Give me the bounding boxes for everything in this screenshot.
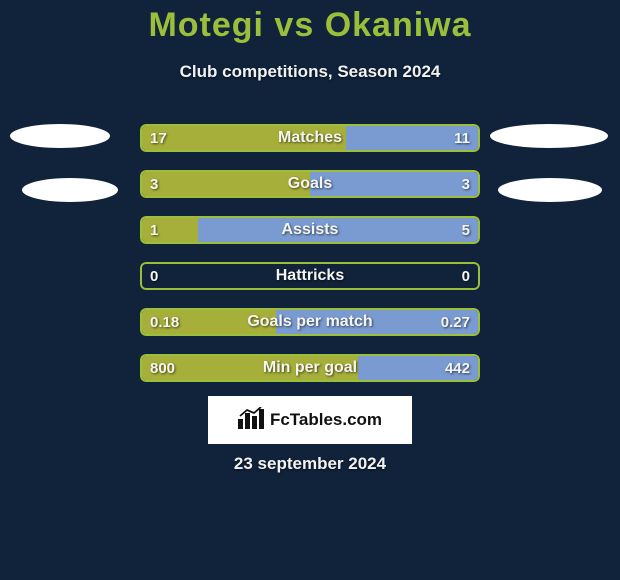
stat-row: Min per goal800442 (140, 354, 480, 382)
stat-row: Matches1711 (140, 124, 480, 152)
stat-row: Goals per match0.180.27 (140, 308, 480, 336)
stat-fill-left (142, 126, 346, 150)
fctables-icon (238, 407, 264, 434)
stat-fill-right (310, 172, 478, 196)
stat-fill-left (142, 172, 310, 196)
stat-fill-right (198, 218, 478, 242)
stat-fill-left (142, 218, 198, 242)
stat-fill-right (346, 126, 478, 150)
page-title: Motegi vs Okaniwa (0, 6, 620, 45)
stat-fill-track (142, 172, 478, 196)
player-right-oval-2 (498, 178, 602, 202)
stat-fill-track (142, 310, 478, 334)
date-label: 23 september 2024 (0, 454, 620, 474)
stats-container: Matches1711 Goals33 Assists15 Hattricks00 Go… (140, 124, 480, 400)
player-right-oval-1 (490, 124, 608, 148)
fctables-label: FcTables.com (270, 410, 382, 430)
player-left-oval-1 (10, 124, 110, 148)
stat-fill-left (142, 310, 276, 334)
stat-row: Hattricks00 (140, 262, 480, 290)
stat-fill-right (276, 310, 478, 334)
stat-fill-left (142, 356, 358, 380)
stat-row: Goals33 (140, 170, 480, 198)
subtitle: Club competitions, Season 2024 (0, 62, 620, 82)
stat-row: Assists15 (140, 216, 480, 244)
stat-fill-track (142, 126, 478, 150)
stat-fill-track (142, 218, 478, 242)
stat-fill-track (142, 264, 478, 288)
stat-fill-right (358, 356, 478, 380)
player-left-oval-2 (22, 178, 118, 202)
stat-fill-track (142, 356, 478, 380)
fctables-badge: FcTables.com (208, 396, 412, 444)
